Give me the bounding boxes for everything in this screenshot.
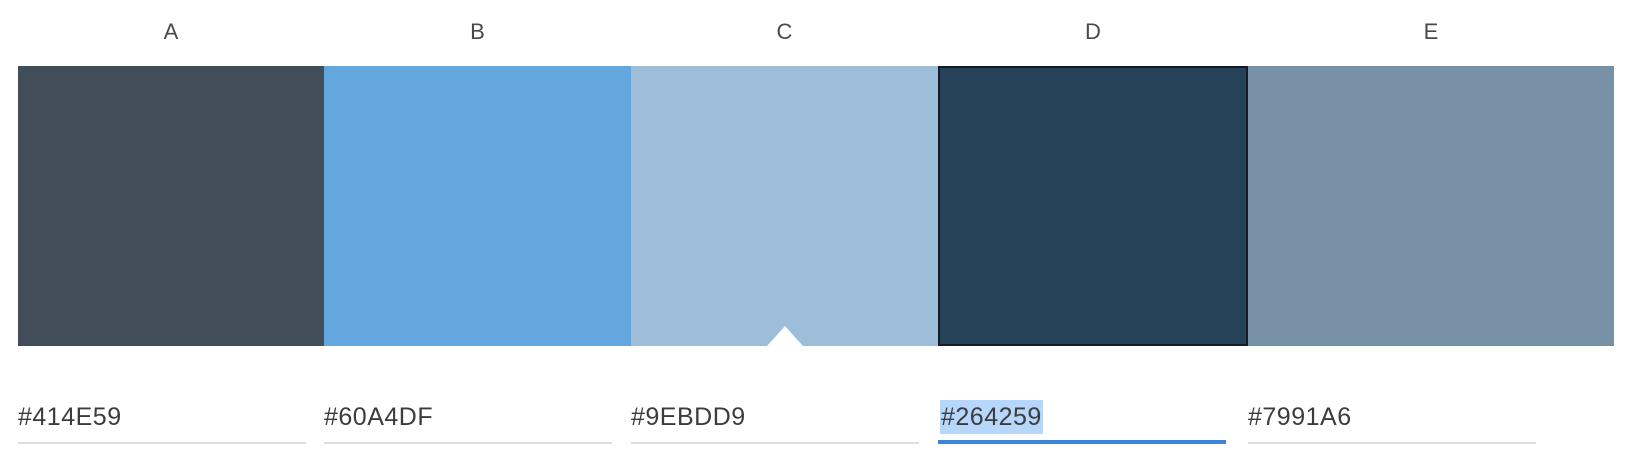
column-label-c: C <box>776 19 793 44</box>
swatch-d[interactable] <box>938 66 1248 346</box>
swatch-b[interactable] <box>324 66 631 346</box>
hex-value-c: #9EBDD9 <box>631 403 746 431</box>
hex-cell-a: #414E59 <box>18 396 324 446</box>
hex-input-c[interactable]: #9EBDD9 <box>631 396 919 444</box>
column-label-e: E <box>1423 19 1439 44</box>
hex-input-a[interactable]: #414E59 <box>18 396 306 444</box>
active-caret-icon <box>766 326 803 346</box>
hex-cell-b: #60A4DF <box>324 396 631 446</box>
swatch-row <box>18 66 1614 346</box>
hex-value-d: #264259 <box>940 400 1043 434</box>
hex-cell-c: #9EBDD9 <box>631 396 938 446</box>
swatch-a[interactable] <box>18 66 324 346</box>
hex-input-d[interactable]: #264259 <box>938 396 1226 444</box>
column-labels: A B C D E <box>18 14 1614 50</box>
hex-value-b: #60A4DF <box>324 403 434 431</box>
swatch-e[interactable] <box>1248 66 1614 346</box>
hex-input-b[interactable]: #60A4DF <box>324 396 612 444</box>
hex-inputs-row: #414E59 #60A4DF #9EBDD9 #264259 #7991A6 <box>18 396 1614 446</box>
column-label-a: A <box>163 19 179 44</box>
column-label-d: D <box>1085 19 1101 44</box>
hex-value-e: #7991A6 <box>1248 403 1352 431</box>
hex-value-a: #414E59 <box>18 403 122 431</box>
hex-cell-e: #7991A6 <box>1248 396 1614 446</box>
swatch-c[interactable] <box>631 66 938 346</box>
column-label-b: B <box>470 19 485 44</box>
hex-input-e[interactable]: #7991A6 <box>1248 396 1536 444</box>
hex-cell-d: #264259 <box>938 396 1248 446</box>
